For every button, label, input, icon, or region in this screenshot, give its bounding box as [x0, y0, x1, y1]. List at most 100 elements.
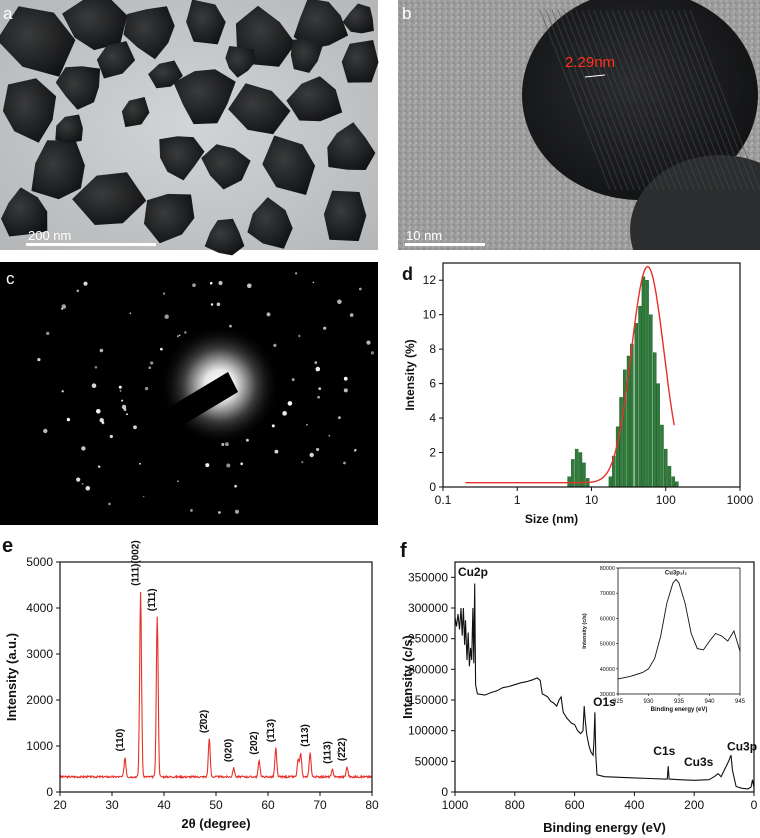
diffraction-spot	[66, 417, 71, 422]
diffraction-spot	[91, 383, 97, 389]
histogram-bar	[574, 448, 579, 488]
fringe-line	[623, 9, 695, 191]
panel-letter-d: d	[402, 264, 413, 284]
diffraction-spot	[353, 449, 357, 452]
histogram-bar	[582, 462, 586, 488]
panel-letter-b: b	[402, 4, 411, 23]
diffraction-spot	[282, 411, 287, 416]
histogram-bar	[608, 476, 613, 488]
x-tick-label: 0.1	[435, 493, 452, 507]
y-axis-label: Intensity (%)	[403, 339, 417, 410]
histogram-bar	[623, 369, 627, 488]
diffraction-spot	[323, 326, 327, 330]
nanoparticle	[55, 114, 83, 143]
nanoparticle-cluster	[0, 0, 379, 256]
histogram-bar	[578, 452, 583, 488]
peak-label: (111)(002)	[131, 540, 142, 586]
diffraction-spot	[210, 303, 214, 306]
nanoparticle	[247, 197, 293, 249]
diffraction-spot	[343, 461, 346, 465]
y-tick-label: 5000	[26, 555, 53, 569]
histogram-bar	[641, 276, 646, 488]
diffraction-spot	[274, 449, 279, 454]
chart-f-xps-survey: Cu2p O1s C1s Cu3s Cu3p 1000 800 600 400 200 0 0 5000…	[400, 561, 758, 835]
y-tick-label: 200000	[408, 662, 448, 676]
diffraction-spot	[287, 401, 293, 406]
diffraction-spot	[221, 443, 225, 446]
diffraction-spot	[349, 313, 354, 317]
diffraction-spot	[247, 283, 252, 289]
fringe-line	[653, 9, 725, 191]
nanoparticle	[1, 187, 48, 237]
beam-stopper	[148, 372, 238, 440]
x-tick-label: 70	[313, 798, 327, 812]
diffraction-spot	[218, 280, 223, 286]
y-tick-label: 2	[429, 446, 436, 460]
histogram-bar	[630, 343, 634, 488]
diffraction-spot	[129, 312, 132, 315]
histogram-bar	[660, 424, 664, 488]
panel-b-hrtem-image: 2.29nm 10 nm b	[398, 0, 760, 250]
fringe-line	[629, 9, 701, 191]
diffraction-spot	[43, 428, 48, 434]
plot-frame	[442, 262, 741, 488]
fringe-line	[575, 9, 647, 191]
peak-label: (020)	[224, 739, 235, 762]
diffraction-spot	[291, 378, 295, 382]
nanoparticle	[342, 3, 374, 34]
x-tick-label: 100	[656, 493, 676, 507]
nanoparticle	[327, 122, 376, 170]
lattice-marker	[584, 74, 606, 78]
fringe-line	[587, 9, 659, 191]
y-tick-label: 0	[46, 785, 53, 799]
diffraction-spot	[309, 452, 314, 458]
fringe-line	[599, 9, 671, 191]
diffraction-spot	[121, 399, 124, 402]
x-tick-label: 80	[365, 798, 379, 812]
fringe-line	[635, 9, 707, 191]
inset-x-axis-label: Binding energy (eV)	[651, 707, 708, 713]
diffraction-spot	[366, 340, 371, 345]
diffraction-spot	[108, 502, 111, 506]
xps-peak-label: C1s	[653, 744, 675, 758]
diffraction-spot	[83, 281, 88, 286]
y-tick-label: 0	[429, 480, 436, 494]
nanoparticle	[0, 6, 76, 77]
fringe-line	[641, 9, 713, 191]
x-tick-label: 800	[505, 798, 525, 812]
histogram-bar	[667, 466, 672, 488]
histogram-bar	[638, 305, 642, 488]
panel-letter-a: a	[3, 4, 13, 23]
diffraction-spot	[81, 446, 86, 451]
y-tick-label: 0	[441, 785, 448, 799]
inset-y-axis-label: Intensity (c/s)	[582, 613, 588, 649]
diffraction-spot	[314, 361, 318, 364]
diffraction-spot	[76, 289, 80, 293]
diffraction-spot	[306, 423, 308, 426]
diffraction-spot	[298, 334, 301, 338]
diffraction-spot	[85, 486, 91, 491]
lattice-fringes	[539, 9, 760, 191]
diffraction-spot	[301, 461, 304, 464]
diffraction-spot	[190, 509, 193, 512]
diffraction-spot	[121, 404, 127, 410]
y-tick-label: 3000	[26, 647, 53, 661]
diffraction-spot	[61, 390, 64, 393]
x-tick-label: 50	[209, 798, 223, 812]
x-tick-label: 60	[261, 798, 275, 812]
diffraction-spot	[144, 386, 149, 391]
x-axis-label: 2θ (degree)	[181, 816, 250, 831]
diffraction-spot	[245, 438, 249, 442]
nanoparticle	[323, 190, 367, 242]
inset-y-tick-label: 70000	[600, 591, 615, 597]
diffraction-rings	[37, 272, 374, 514]
nanoparticle	[225, 46, 256, 78]
diffraction-spot	[164, 314, 169, 319]
panel-c-saed-pattern: c	[0, 262, 378, 525]
histogram-bar	[664, 448, 668, 488]
inset-cu2p-spectrum: 925 930 935 940 945 30000 40000 50000 60000 70000…	[582, 566, 746, 713]
y-axis-label: Intensity (c/s)	[400, 635, 415, 719]
fringe-line	[539, 9, 611, 191]
particle-dark-region-lower	[630, 155, 760, 250]
x-tick-label: 0	[751, 798, 758, 812]
